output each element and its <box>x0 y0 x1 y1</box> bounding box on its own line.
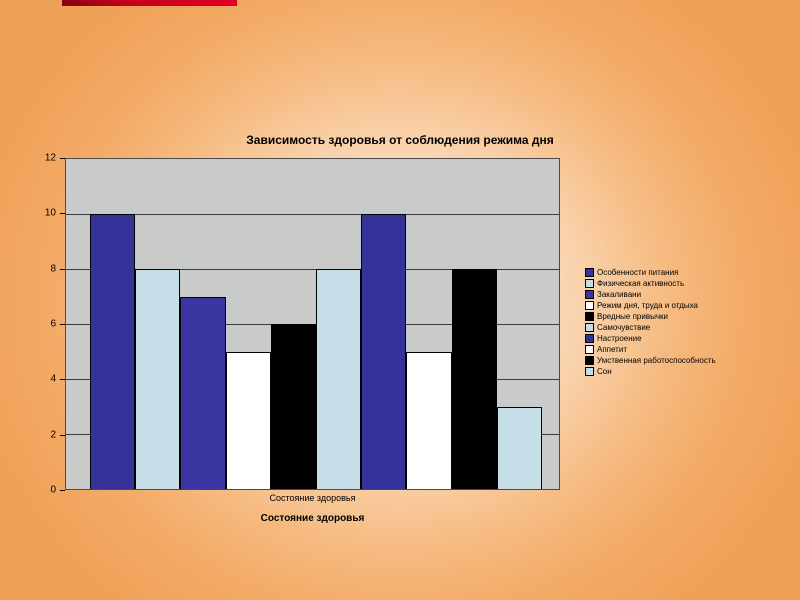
bar <box>135 269 181 489</box>
gridline <box>66 269 559 270</box>
y-tick-mark <box>60 268 65 270</box>
bar <box>270 324 317 489</box>
legend-label: Физическая активность <box>597 279 685 288</box>
legend-entry: Закаливани <box>585 290 735 299</box>
legend-label: Режим дня, труда и отдыха <box>597 301 698 310</box>
legend-label: Настроение <box>597 334 642 343</box>
legend-swatch <box>585 334 594 343</box>
legend-entry: Физическая активность <box>585 279 735 288</box>
top-accent-bar <box>62 0 237 6</box>
legend-entry: Особенности питания <box>585 268 735 277</box>
y-tick-label: 10 <box>44 207 56 219</box>
x-axis-title: Состояние здоровья <box>260 513 365 524</box>
x-tick-label: Состояние здоровья <box>269 493 356 503</box>
legend-entry: Самочувствие <box>585 323 735 332</box>
bar <box>361 214 407 489</box>
chart-title: Зависимость здоровья от соблюдения режим… <box>246 133 554 147</box>
legend-swatch <box>585 323 594 332</box>
bar <box>90 214 136 489</box>
bar <box>316 269 362 489</box>
legend-label: Сон <box>597 367 612 376</box>
y-tick-label: 6 <box>50 318 56 330</box>
legend-swatch <box>585 312 594 321</box>
legend-entry: Режим дня, труда и отдыха <box>585 301 735 310</box>
legend-entry: Аппетит <box>585 345 735 354</box>
legend-swatch <box>585 356 594 365</box>
legend-swatch <box>585 268 594 277</box>
y-tick-mark <box>60 324 65 325</box>
legend-swatch <box>585 290 594 299</box>
gridline <box>66 214 559 215</box>
legend-label: Вредные привычки <box>597 312 668 321</box>
legend-swatch <box>585 279 594 288</box>
legend-entry: Настроение <box>585 334 735 343</box>
y-tick-mark <box>60 379 65 381</box>
y-tick-label: 2 <box>50 429 56 441</box>
legend-swatch <box>585 367 594 376</box>
bar <box>496 406 543 489</box>
legend-label: Самочувствие <box>597 323 651 332</box>
legend-label: Закаливани <box>597 290 642 299</box>
legend-label: Умственная работоспособность <box>597 356 716 365</box>
y-tick-mark <box>60 434 65 436</box>
legend-entry: Умственная работоспособность <box>585 356 735 365</box>
legend-entry: Сон <box>585 367 735 376</box>
y-tick-label: 0 <box>50 484 56 496</box>
y-tick-label: 4 <box>50 373 56 385</box>
y-tick-mark <box>60 490 65 491</box>
bar <box>451 269 497 489</box>
legend-entry: Вредные привычки <box>585 312 735 321</box>
legend-label: Аппетит <box>597 345 627 354</box>
plot-area <box>65 158 560 490</box>
legend-swatch <box>585 301 594 310</box>
y-tick-label: 8 <box>50 263 56 275</box>
bar <box>406 351 452 489</box>
y-tick-mark <box>60 158 65 159</box>
bar <box>180 296 226 489</box>
y-tick-label: 12 <box>44 152 56 164</box>
bar <box>225 351 271 489</box>
bar-group <box>66 159 559 489</box>
chart-legend: Особенности питания Физическая активность… <box>585 268 735 378</box>
legend-label: Особенности питания <box>597 268 679 277</box>
y-tick-mark <box>60 213 65 215</box>
legend-swatch <box>585 345 594 354</box>
